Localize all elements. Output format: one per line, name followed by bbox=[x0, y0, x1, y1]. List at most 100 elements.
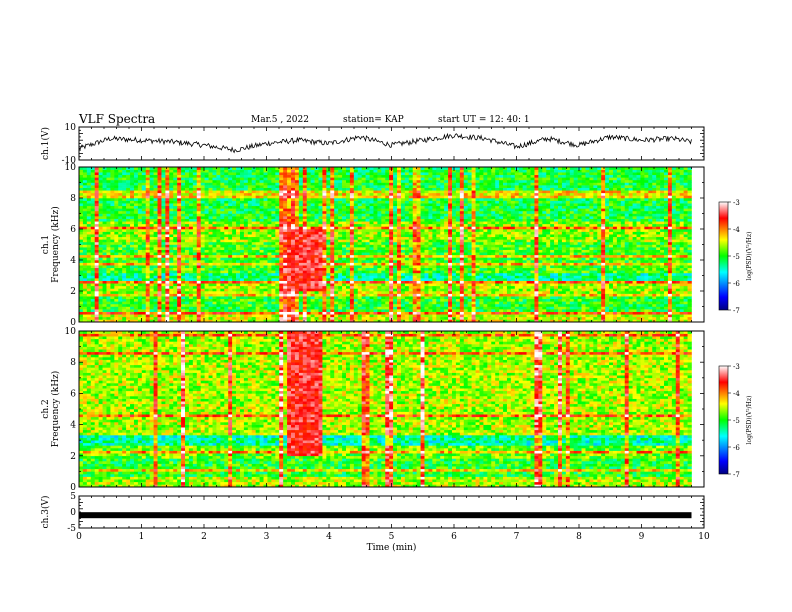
spectrogram-cell bbox=[177, 265, 182, 269]
spectrogram-cell bbox=[90, 306, 96, 310]
spectrogram-cell bbox=[271, 229, 276, 232]
spectrogram-cell bbox=[141, 283, 147, 287]
spectrogram-cell bbox=[306, 169, 311, 173]
spectrogram-cell bbox=[259, 296, 264, 300]
spectrogram-cell bbox=[196, 229, 202, 232]
spectrogram-cell bbox=[220, 190, 225, 194]
spectrogram-cell bbox=[326, 280, 331, 284]
spectrogram-cell bbox=[330, 247, 335, 250]
spectrogram-cell bbox=[130, 319, 135, 323]
spectrogram-cell bbox=[141, 319, 147, 323]
spectrogram-cell bbox=[239, 267, 245, 271]
spectrogram-cell bbox=[287, 179, 292, 183]
spectrogram-cell bbox=[94, 210, 99, 214]
spectrogram-cell bbox=[263, 280, 268, 284]
spectrogram-cell bbox=[228, 316, 233, 320]
spectrogram-cell bbox=[381, 298, 386, 302]
spectrogram-cell bbox=[298, 234, 304, 238]
spectrogram-cell bbox=[275, 192, 280, 196]
spectrogram-cell bbox=[302, 208, 308, 212]
spectrogram-cell bbox=[263, 223, 268, 227]
spectrogram-cell bbox=[239, 272, 245, 276]
spectrogram-cell bbox=[126, 283, 131, 287]
spectrogram-cell bbox=[349, 203, 355, 207]
spectrogram-cell bbox=[106, 198, 111, 201]
spectrogram-cell bbox=[255, 210, 260, 214]
spectrogram-cell bbox=[342, 319, 347, 323]
spectrogram-cell bbox=[173, 272, 178, 276]
spectrogram-cell bbox=[196, 311, 202, 315]
spectrogram-cell bbox=[330, 172, 335, 176]
spectrogram-cell bbox=[208, 296, 213, 300]
spectrogram-cell bbox=[306, 309, 311, 312]
spectrogram-cell bbox=[212, 229, 217, 232]
spectrogram-cell bbox=[153, 260, 158, 263]
spectrogram-cell bbox=[239, 221, 245, 225]
spectrogram-cell bbox=[298, 241, 304, 245]
spectrogram-cell bbox=[137, 200, 143, 204]
spectrogram-cell bbox=[130, 249, 135, 253]
spectrogram-cell bbox=[389, 177, 394, 181]
spectrogram-cell bbox=[306, 316, 311, 320]
spectrogram-cell bbox=[181, 280, 186, 284]
spectrogram-cell bbox=[330, 285, 335, 289]
spectrogram-cell bbox=[122, 254, 127, 258]
spectrogram-cell bbox=[157, 167, 162, 170]
spectrogram-cell bbox=[393, 283, 398, 287]
spectrogram-cell bbox=[94, 257, 99, 261]
spectrogram-cell bbox=[243, 179, 249, 183]
spectrogram-cell bbox=[263, 185, 268, 188]
spectrogram-cell bbox=[200, 182, 205, 186]
spectrogram-cell bbox=[251, 298, 256, 302]
spectrogram-cell bbox=[110, 195, 115, 199]
spectrogram-cell bbox=[236, 319, 241, 323]
spectrogram-cell bbox=[102, 260, 107, 263]
spectrogram-cell bbox=[145, 309, 150, 312]
spectrogram-cell bbox=[153, 278, 158, 281]
spectrogram-cell bbox=[153, 275, 158, 279]
spectrogram-cell bbox=[192, 241, 198, 245]
spectrogram-cell bbox=[126, 319, 131, 323]
spectrogram-cell bbox=[232, 200, 237, 204]
spectrogram-cell bbox=[318, 272, 323, 276]
spectrogram-cell bbox=[247, 298, 253, 302]
spectrogram-cell bbox=[228, 303, 233, 307]
spectrogram-cell bbox=[196, 272, 202, 276]
spectrogram-cell bbox=[263, 187, 268, 191]
spectrogram-cell bbox=[102, 185, 107, 188]
spectrogram-cell bbox=[133, 179, 139, 183]
spectrogram-cell bbox=[185, 254, 190, 258]
spectrogram-cell bbox=[94, 303, 99, 307]
spectrogram-cell bbox=[141, 236, 147, 240]
spectrogram-cell bbox=[216, 301, 221, 305]
spectrogram-cell bbox=[271, 278, 276, 281]
spectrogram-cell bbox=[153, 185, 158, 188]
spectrogram-cell bbox=[118, 241, 123, 245]
spectrogram-cell bbox=[345, 205, 351, 209]
spectrogram-cell bbox=[385, 291, 390, 294]
spectrogram-cell bbox=[200, 319, 205, 323]
spectrogram-cell bbox=[381, 293, 386, 297]
spectrogram-cell bbox=[361, 249, 366, 253]
spectrogram-cell bbox=[353, 205, 359, 209]
spectrogram-cell bbox=[122, 275, 127, 279]
spectrogram-cell bbox=[294, 203, 300, 207]
spectrogram-cell bbox=[275, 298, 280, 302]
spectrogram-cell bbox=[263, 309, 268, 312]
spectrogram-cell bbox=[302, 234, 308, 238]
spectrogram-cell bbox=[133, 314, 139, 318]
spectrogram-cell bbox=[393, 203, 398, 207]
spectrogram-cell bbox=[239, 314, 245, 318]
spectrogram-cell bbox=[204, 174, 209, 178]
spectrogram-cell bbox=[130, 306, 135, 310]
spectrogram-cell bbox=[287, 254, 292, 258]
spectrogram-cell bbox=[220, 169, 225, 173]
spectrogram-cell bbox=[385, 223, 390, 227]
spectrogram-cell bbox=[263, 303, 268, 307]
spectrogram-cell bbox=[247, 296, 253, 300]
spectrogram-cell bbox=[330, 203, 335, 207]
spectrogram-cell bbox=[141, 270, 147, 274]
spectrogram-cell bbox=[393, 190, 398, 194]
spectrogram-cell bbox=[173, 293, 178, 297]
spectrogram-cell bbox=[318, 223, 323, 227]
